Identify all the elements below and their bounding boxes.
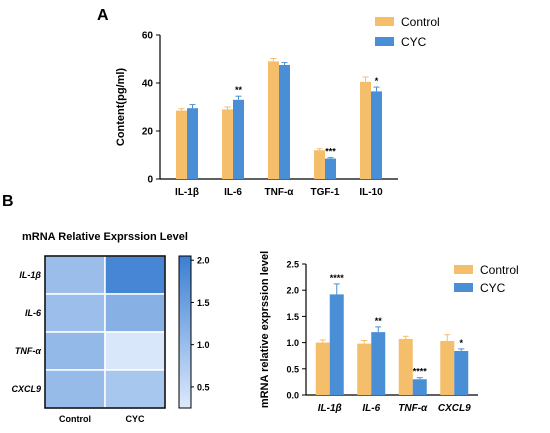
legend-label-control: Control: [401, 15, 440, 29]
y-tick-label: 40: [142, 79, 154, 90]
heatmap-cell: [104, 293, 166, 333]
heatmap-cell: [44, 331, 106, 371]
colorbar-tick-label: 2.0: [197, 256, 210, 266]
bar-control: [222, 109, 233, 179]
bar-cyc: [454, 350, 469, 395]
bar-cyc: [279, 65, 290, 179]
bar-cyc: [233, 99, 244, 179]
bar-cyc: [412, 379, 427, 395]
heatmap-cell: [44, 369, 106, 409]
heatmap-row-label: CXCL9: [11, 384, 41, 394]
heatmap-cell: [104, 369, 166, 409]
heatmap-title: mRNA Relative Exprssion Level: [22, 231, 188, 243]
y-tick-label: 0.5: [286, 364, 299, 374]
heatmap-row-label: IL-6: [25, 308, 42, 318]
legend-label-cyc: CYC: [480, 281, 506, 295]
bar-control: [314, 150, 325, 179]
bar-control: [360, 81, 371, 179]
significance-mark: **: [235, 85, 243, 95]
y-tick-label: 2.5: [286, 260, 299, 270]
bar-control: [176, 110, 187, 179]
x-category-label: CXCL9: [438, 403, 471, 414]
y-tick-label: 1.5: [286, 312, 299, 322]
y-tick-label: 0.0: [286, 391, 299, 401]
panel-label-b: B: [2, 193, 14, 210]
bar-control: [357, 343, 372, 395]
x-category-label: IL-1β: [175, 187, 199, 198]
chart-b: 0.0 0.5 1.0 1.5 2.0 2.5 **** IL-1β ** IL-6 **** TNF…: [259, 251, 519, 414]
bar-control: [268, 61, 279, 179]
panel-label-a: A: [97, 7, 109, 24]
y-tick-label: 0: [147, 175, 153, 186]
heatmap-b: mRNA Relative Exprssion Level IL-1β IL-6 TN…: [11, 231, 209, 424]
bar-control: [398, 338, 413, 395]
significance-mark: *: [375, 76, 379, 86]
x-category-label: IL-10: [359, 187, 383, 198]
x-category-label: TGF-1: [311, 187, 340, 198]
heatmap-cell: [44, 293, 106, 333]
heatmap-col-label: CYC: [125, 414, 145, 424]
legend-swatch-cyc: [375, 37, 394, 46]
legend-swatch-control: [454, 265, 473, 274]
y-tick-label: 1.0: [286, 338, 299, 348]
significance-mark: *: [459, 338, 463, 348]
chart-a: 0 20 40 60 IL-1β ** IL-6 TNF-α *** TGF-1 * IL-10 Con…: [115, 15, 440, 198]
heatmap-row-label: IL-1β: [19, 270, 41, 280]
heatmap-col-label: Control: [59, 414, 91, 424]
heatmap-cell: [104, 255, 166, 295]
bar-control: [315, 342, 330, 395]
y-axis-title: Content(pg/ml): [115, 68, 127, 147]
legend-swatch-cyc: [454, 283, 473, 292]
heatmap-cell: [44, 255, 106, 295]
significance-mark: ***: [325, 147, 336, 157]
colorbar-tick-label: 0.5: [197, 382, 210, 392]
legend-label-cyc: CYC: [401, 35, 427, 49]
x-category-label: IL-6: [224, 187, 242, 198]
x-category-label: IL-6: [362, 403, 380, 414]
heatmap-cell: [104, 331, 166, 371]
colorbar: [178, 255, 192, 409]
colorbar-tick-label: 1.5: [197, 298, 210, 308]
legend-label-control: Control: [480, 263, 519, 277]
bar-control: [440, 341, 455, 395]
significance-mark: **: [375, 316, 383, 326]
y-tick-label: 20: [142, 127, 154, 138]
y-tick-label: 60: [142, 31, 154, 42]
bar-cyc: [371, 91, 382, 179]
x-category-label: TNF-α: [265, 187, 295, 198]
bar-cyc: [187, 108, 198, 179]
x-category-label: TNF-α: [398, 403, 428, 414]
heatmap-frame: [44, 255, 166, 409]
y-tick-label: 2.0: [286, 286, 299, 296]
significance-mark: ****: [413, 367, 428, 377]
y-axis-title: mRNA relative exprssion level: [259, 251, 271, 408]
colorbar-tick-label: 1.0: [197, 340, 210, 350]
bar-cyc: [329, 294, 344, 395]
bar-cyc: [371, 332, 386, 395]
x-category-label: IL-1β: [318, 403, 342, 414]
bar-cyc: [325, 158, 336, 179]
significance-mark: ****: [330, 273, 345, 283]
heatmap-row-label: TNF-α: [15, 346, 41, 356]
legend-swatch-control: [375, 17, 394, 26]
